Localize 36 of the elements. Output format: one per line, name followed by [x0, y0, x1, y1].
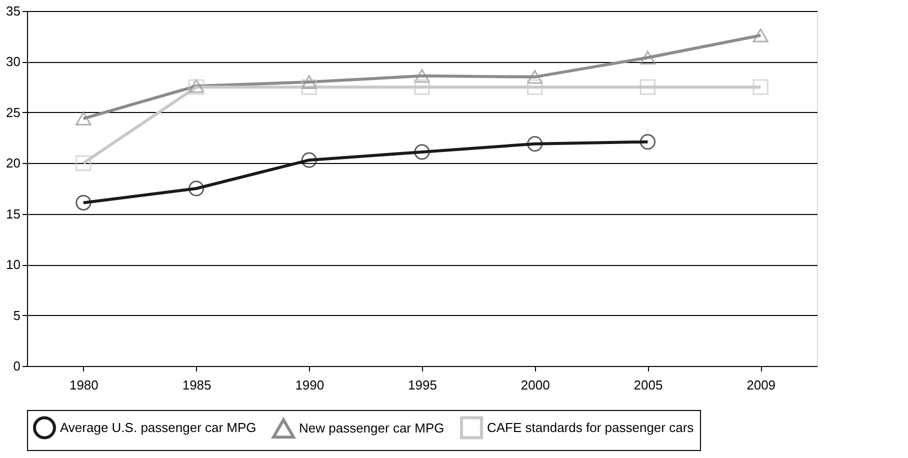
point [414, 79, 430, 95]
point [527, 70, 543, 84]
point [640, 50, 656, 65]
y-tick-label: 15 [6, 206, 20, 222]
point [301, 79, 317, 95]
y-tick-label: 25 [6, 104, 20, 120]
point [527, 136, 543, 152]
x-tick-label: 2000 [520, 378, 550, 392]
point [752, 79, 768, 95]
legend-label: Average U.S. passenger car MPG [60, 420, 256, 435]
legend-label: New passenger car MPG [299, 420, 444, 436]
point [188, 180, 204, 196]
y-tick-label: 20 [6, 156, 20, 171]
point [640, 134, 656, 150]
point [76, 194, 92, 211]
x-tick-label: 1985 [182, 378, 212, 392]
point [640, 79, 656, 95]
y-tick-label: 30 [6, 54, 20, 70]
x-tick-label: 1980 [69, 378, 98, 392]
point [301, 152, 317, 168]
point [527, 79, 543, 95]
x-tick-label: 2009 [746, 378, 776, 392]
point [752, 28, 768, 42]
y-tick-label: 35 [6, 4, 20, 18]
point [76, 112, 92, 126]
point [76, 155, 92, 171]
x-tick-label: 2005 [634, 378, 663, 392]
point [301, 75, 317, 89]
y-tick-label: 5 [13, 308, 20, 323]
y-tick-label: 0 [13, 358, 20, 374]
x-tick-label: 1995 [408, 378, 437, 392]
point [414, 69, 430, 83]
y-tick-label: 10 [6, 257, 20, 272]
x-tick-label: 1990 [295, 378, 324, 392]
point [414, 144, 430, 160]
legend-label: CAFE standards for passenger cars [487, 420, 694, 435]
